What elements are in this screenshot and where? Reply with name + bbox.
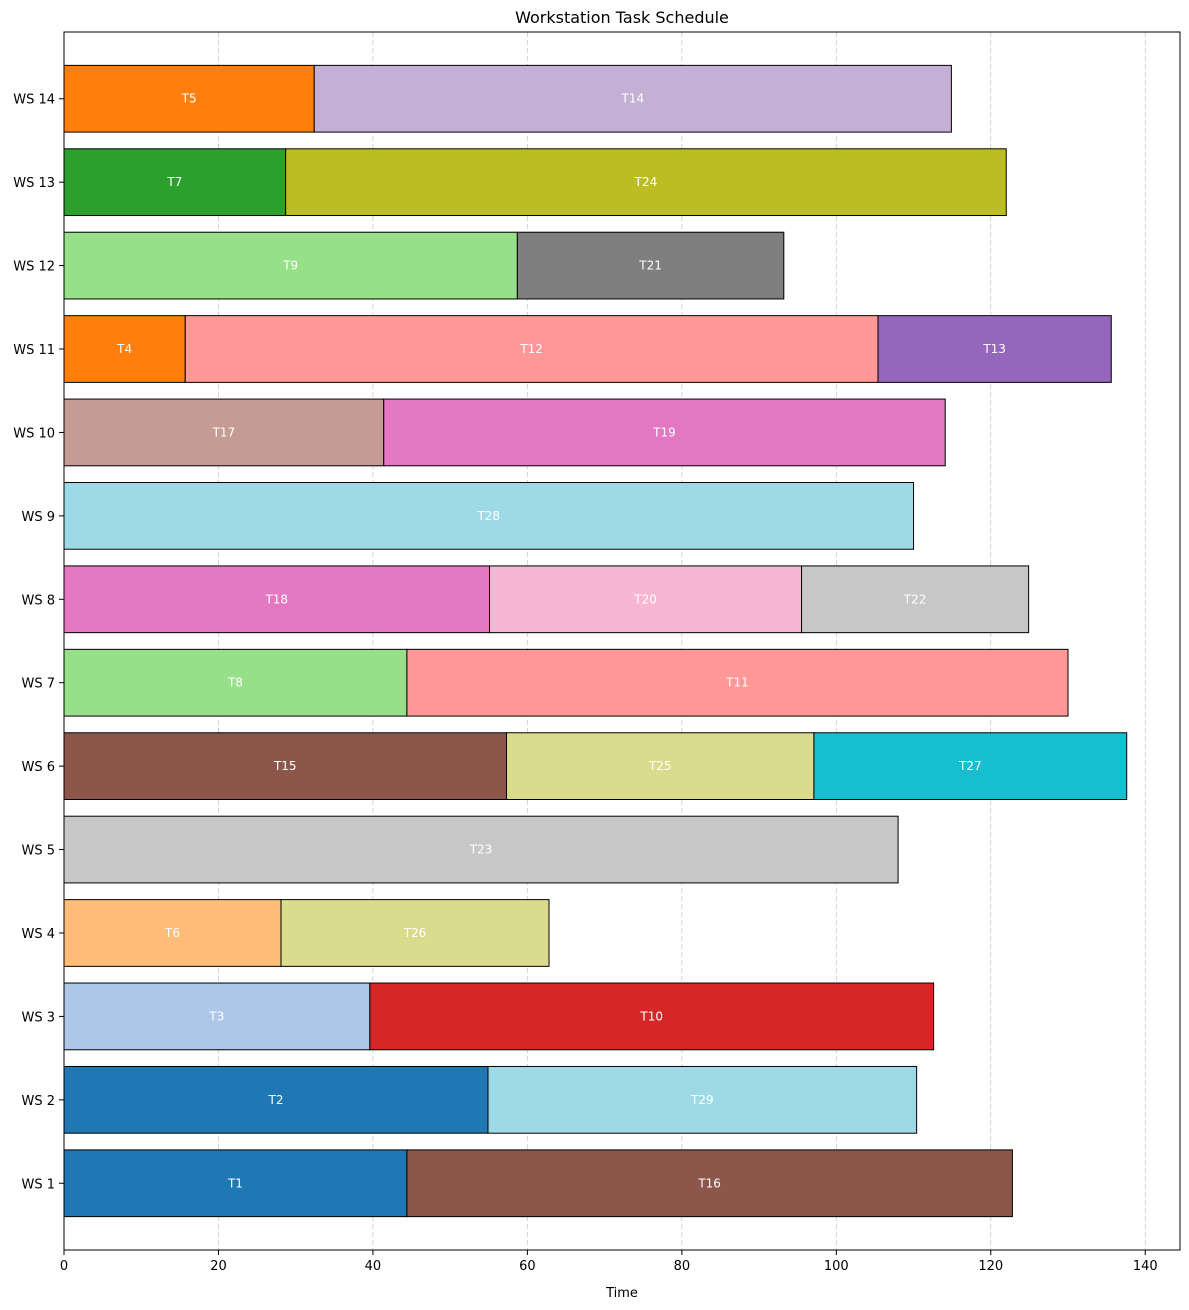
- task-bar: [184, 315, 879, 383]
- y-tick-label: WS 13: [13, 176, 55, 191]
- task-label: T9: [282, 259, 298, 273]
- task-bar: [63, 148, 287, 217]
- task-bar: [489, 565, 803, 634]
- task-bar: [877, 315, 1112, 383]
- task-label: T28: [476, 509, 500, 523]
- task-bar: [63, 231, 518, 300]
- chart-title: Workstation Task Schedule: [515, 8, 729, 27]
- task-label: T3: [208, 1009, 224, 1023]
- task-bar: [285, 148, 1007, 217]
- task-bar: [280, 899, 550, 967]
- bars-group: T1 T16 T2 T29 T3 T10 T6 T26 T23 T15 T25 T27 T8 T11 T18…: [63, 64, 1128, 1218]
- plot-frame: [63, 31, 1181, 1251]
- task-label: T12: [519, 342, 543, 356]
- y-tick-label: WS 10: [13, 426, 55, 441]
- task-bar: [313, 64, 952, 133]
- y-tick-label: WS 3: [21, 1010, 55, 1025]
- task-label: T19: [652, 425, 676, 439]
- task-bar: [63, 481, 915, 550]
- task-label: T13: [982, 342, 1006, 356]
- task-label: T7: [166, 175, 182, 189]
- axes-group: 0 20 40 60 80 100 120 140 WS 1 WS 2 WS 3 WS 4 WS 5 WS…: [13, 31, 1181, 1274]
- task-bar: [813, 732, 1128, 801]
- y-tick-label: WS 6: [21, 760, 55, 775]
- task-bar: [63, 565, 491, 634]
- task-bar: [383, 398, 946, 467]
- x-tick-label: 100: [824, 1259, 849, 1274]
- task-label: T15: [273, 759, 297, 773]
- task-label: T25: [648, 759, 672, 773]
- task-label: T11: [725, 676, 749, 690]
- y-tick-label: WS 11: [13, 343, 55, 358]
- x-tick-label: 40: [365, 1259, 382, 1274]
- task-bar: [406, 1149, 1013, 1218]
- task-label: T20: [633, 592, 657, 606]
- task-bar: [516, 231, 785, 300]
- task-label: T1: [227, 1176, 243, 1190]
- task-label: T17: [212, 425, 236, 439]
- y-tick-label: WS 7: [21, 677, 55, 692]
- task-bar: [63, 648, 408, 717]
- task-label: T10: [639, 1009, 663, 1023]
- task-label: T5: [181, 92, 197, 106]
- task-label: T16: [697, 1176, 721, 1190]
- task-bar: [63, 64, 315, 133]
- task-label: T27: [958, 759, 982, 773]
- task-bar: [801, 565, 1030, 634]
- task-label: T29: [690, 1093, 714, 1107]
- task-label: T2: [268, 1093, 284, 1107]
- task-bar: [63, 398, 385, 467]
- task-label: T6: [164, 926, 180, 940]
- y-tick-label: WS 1: [21, 1177, 55, 1192]
- y-tick-label: WS 12: [13, 260, 55, 275]
- x-axis-label: Time: [605, 1286, 638, 1301]
- task-label: T26: [403, 926, 427, 940]
- x-tick-label: 80: [674, 1259, 691, 1274]
- task-bar: [406, 648, 1069, 717]
- task-bar: [63, 899, 282, 967]
- task-bar: [63, 732, 508, 801]
- task-label: T4: [116, 342, 132, 356]
- task-bar: [63, 1149, 408, 1218]
- x-tick-label: 20: [210, 1259, 227, 1274]
- task-label: T22: [903, 592, 927, 606]
- task-bar: [63, 982, 371, 1051]
- y-tick-label: WS 9: [21, 510, 55, 525]
- x-tick-label: 0: [60, 1259, 68, 1274]
- y-tick-label: WS 4: [21, 927, 55, 942]
- task-label: T8: [227, 676, 243, 690]
- task-bar: [487, 1065, 918, 1134]
- task-bar: [63, 815, 899, 884]
- task-label: T21: [638, 259, 662, 273]
- x-tick-label: 140: [1133, 1259, 1158, 1274]
- y-tick-label: WS 5: [21, 844, 55, 859]
- x-tick-label: 60: [519, 1259, 536, 1274]
- y-tick-label: WS 14: [13, 93, 55, 108]
- task-bar: [506, 732, 815, 801]
- y-tick-label: WS 2: [21, 1094, 55, 1109]
- task-bar: [369, 982, 935, 1051]
- task-label: T23: [469, 843, 493, 857]
- task-label: T18: [264, 592, 288, 606]
- task-label: T24: [634, 175, 658, 189]
- x-tick-label: 120: [978, 1259, 1003, 1274]
- y-tick-label: WS 8: [21, 593, 55, 608]
- task-label: T14: [621, 92, 645, 106]
- task-bar: [63, 315, 186, 383]
